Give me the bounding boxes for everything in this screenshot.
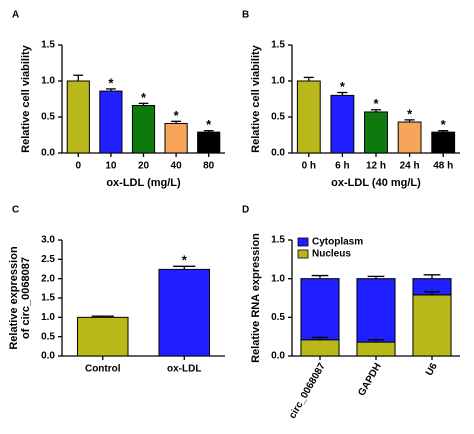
x-axis-label: ox-LDL (mg/L) [106,177,181,189]
significance-marker: * [174,108,180,123]
y-tick-label: 1.5 [41,40,55,51]
legend-label: Cytoplasm [312,237,363,248]
x-tick-label: 12 h [366,161,386,172]
x-tick-label: 80 [203,161,215,172]
x-tick-label: 48 h [433,161,453,172]
bar [296,80,321,154]
significance-marker: * [441,117,447,132]
significance-marker: * [206,117,212,132]
panel-label: D [242,205,249,216]
y-tick-label: 1.0 [41,76,55,87]
significance-marker: * [407,106,413,121]
y-tick-label: 0.5 [41,331,55,342]
bar [158,268,211,357]
y-tick-label: 2.0 [41,273,55,284]
x-tick-label: 10 [105,161,117,172]
bar [431,131,456,154]
significance-marker: * [182,253,188,268]
y-tick-label: 1.0 [271,76,285,87]
x-tick-label: 20 [138,161,150,172]
panel-label: A [12,10,19,21]
bar [397,121,422,154]
legend-swatch [297,249,309,259]
bar [66,80,90,154]
y-axis-label: Relative expression [8,246,20,350]
x-tick-label: 0 h [302,161,316,172]
bar-segment [300,339,340,357]
x-tick-label: U6 [424,361,440,378]
y-axis-label: Relative cell viability [250,44,262,152]
y-tick-label: 1.5 [271,40,285,51]
y-tick-label: 0.5 [41,112,55,123]
x-tick-label: 24 h [400,161,420,172]
significance-marker: * [141,90,147,105]
x-axis-label: ox-LDL (40 mg/L) [331,177,421,189]
y-tick-label: 2.5 [41,254,55,265]
bar-segment [300,278,340,341]
panel-label: C [12,205,19,216]
x-tick-label: ox-LDL [167,364,201,375]
y-tick-label: 1.0 [41,312,55,323]
y-tick-label: 1.5 [41,293,55,304]
y-tick-label: 3.0 [41,235,55,246]
bar [76,316,129,357]
x-tick-label: 40 [171,161,183,172]
y-tick-label: 0.0 [271,148,285,159]
y-axis-label: of circ_0068087 [20,257,32,339]
bar-segment [356,278,396,343]
bar-segment [356,341,396,357]
significance-marker: * [373,96,379,111]
x-tick-label: 0 [76,161,82,172]
y-tick-label: 1.0 [271,273,285,284]
bar [99,90,123,154]
bar [131,104,156,154]
bar [364,111,388,154]
y-tick-label: 0.0 [41,148,55,159]
bar [197,131,221,154]
bar-segment [412,294,452,357]
bar [330,94,355,154]
y-axis-label: Relative RNA expression [250,233,262,363]
panel-label: B [242,10,249,21]
y-tick-label: 0.5 [271,112,285,123]
x-tick-label: circ_0068087 [287,361,328,421]
x-tick-label: 6 h [335,161,349,172]
significance-marker: * [340,79,346,94]
y-tick-label: 0.0 [41,351,55,362]
y-tick-label: 0.5 [271,312,285,323]
x-tick-label: GAPDH [356,361,384,398]
significance-marker: * [108,75,114,90]
x-tick-label: Control [85,364,121,375]
legend-swatch [297,237,309,247]
y-tick-label: 0.0 [271,351,285,362]
bar [164,122,188,154]
legend-label: Nucleus [312,249,351,260]
y-tick-label: 1.5 [271,235,285,246]
y-axis-label: Relative cell viability [20,44,32,152]
